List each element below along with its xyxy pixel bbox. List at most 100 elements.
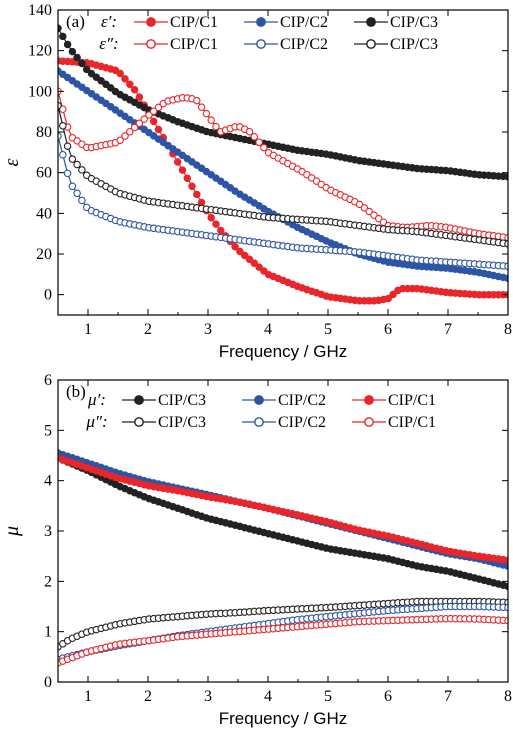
y-axis-title: μ [1, 526, 23, 537]
x-tick-label: 4 [264, 688, 272, 705]
data-point [126, 128, 134, 136]
legend-label: CIP/C1 [388, 414, 436, 431]
y-tick-label: 80 [36, 124, 52, 141]
data-point [59, 122, 67, 130]
data-point [102, 80, 110, 89]
x-tick-label: 6 [384, 688, 392, 705]
legend-label: CIP/C3 [390, 14, 438, 31]
legend-marker [364, 395, 374, 405]
legend-entry: CIP/C3 [122, 414, 206, 431]
data-point [68, 182, 77, 191]
data-point [149, 117, 158, 126]
legend-label: CIP/C1 [170, 36, 218, 53]
x-tick-label: 1 [84, 688, 92, 705]
data-point [260, 143, 268, 152]
y-tick-label: 40 [36, 205, 52, 222]
data-point [255, 138, 263, 146]
panel-b-permeability: 1 2 3 4 5 6 7 8 0 1 2 3 4 5 6 Frequency / GHz μ (b) μ′: CIP… [1, 372, 512, 728]
data-point [240, 251, 249, 260]
data-point [250, 133, 259, 141]
x-axis-title: Frequency / GHz [219, 709, 348, 728]
data-point [116, 69, 124, 78]
y-tick-label: 100 [28, 83, 52, 100]
x-tick-label: 1 [84, 321, 92, 338]
legend-entry: CIP/C1 [134, 14, 218, 31]
legend-marker [134, 395, 144, 405]
legend-label: CIP/C2 [278, 414, 326, 431]
y-tick-label: 6 [44, 372, 52, 389]
panel-label: (b) [66, 382, 86, 401]
y-tick-label: 0 [44, 287, 52, 304]
data-point [68, 155, 77, 163]
data-point [193, 190, 201, 199]
y-tick-label: 140 [28, 2, 52, 19]
data-point [78, 166, 86, 174]
data-point [68, 47, 77, 56]
y-tick-label: 2 [44, 573, 52, 590]
series--cip-c2 [58, 132, 508, 270]
data-point [73, 160, 81, 169]
x-axis-title: Frequency / GHz [219, 342, 348, 361]
legend-marker [366, 17, 376, 27]
data-point [250, 259, 259, 267]
data-point [58, 24, 62, 33]
data-point [87, 69, 96, 78]
data-point [126, 80, 134, 89]
data-point [236, 247, 244, 256]
legend-marker [256, 39, 266, 49]
data-point [58, 101, 62, 110]
legend-entry: CIP/C2 [242, 414, 326, 431]
legend-entry: CIP/C2 [244, 36, 328, 53]
y-tick-label: 3 [44, 523, 52, 540]
data-point [82, 65, 91, 74]
data-point [183, 174, 192, 182]
data-point [193, 96, 201, 105]
legend: ε′: CIP/C1 CIP/C2 CIP/C3 ε″: CIP/C1 CIP/C2 CIP/… [99, 12, 438, 53]
y-axis-title: ε [1, 158, 23, 166]
y-tick-label: 60 [36, 165, 52, 182]
legend-marker [366, 39, 376, 49]
legend-row-label: μ″: [85, 412, 107, 431]
data-point [202, 109, 211, 118]
x-tick-label: 6 [384, 321, 392, 338]
y-tick-label: 120 [28, 43, 52, 60]
x-tick-label: 2 [144, 688, 152, 705]
legend-marker [146, 17, 156, 27]
series--cip-c3 [58, 101, 508, 248]
data-point [121, 132, 129, 140]
data-point [149, 107, 158, 115]
x-tick-label: 5 [324, 321, 332, 338]
legend-label: CIP/C2 [280, 36, 328, 53]
legend-label: CIP/C1 [170, 14, 218, 31]
x-tick-label: 8 [504, 688, 512, 705]
x-tick-label: 5 [324, 688, 332, 705]
data-point [78, 196, 86, 205]
data-point [207, 213, 215, 222]
data-point [389, 290, 397, 299]
x-tick-label: 3 [204, 321, 212, 338]
data-point [73, 189, 81, 198]
legend-entry: CIP/C2 [244, 14, 328, 31]
legend-label: CIP/C2 [280, 14, 328, 31]
data-point [59, 105, 67, 113]
data-point [212, 122, 220, 131]
data-point [135, 93, 144, 101]
legend-label: CIP/C1 [388, 392, 436, 409]
data-point [207, 116, 215, 124]
y-tick-label: 0 [44, 674, 52, 691]
plot-frame [57, 9, 509, 316]
data-point [140, 115, 148, 123]
data-point [78, 59, 86, 68]
data-point [384, 294, 393, 303]
data-point [58, 132, 62, 140]
data-point [63, 142, 72, 150]
data-point [245, 255, 254, 264]
data-point [231, 242, 239, 251]
series--cip-c2 [58, 67, 508, 283]
series--cip-c1 [58, 614, 508, 667]
legend-label: CIP/C3 [158, 392, 206, 409]
legend-marker [254, 395, 264, 405]
data-point [178, 166, 187, 174]
